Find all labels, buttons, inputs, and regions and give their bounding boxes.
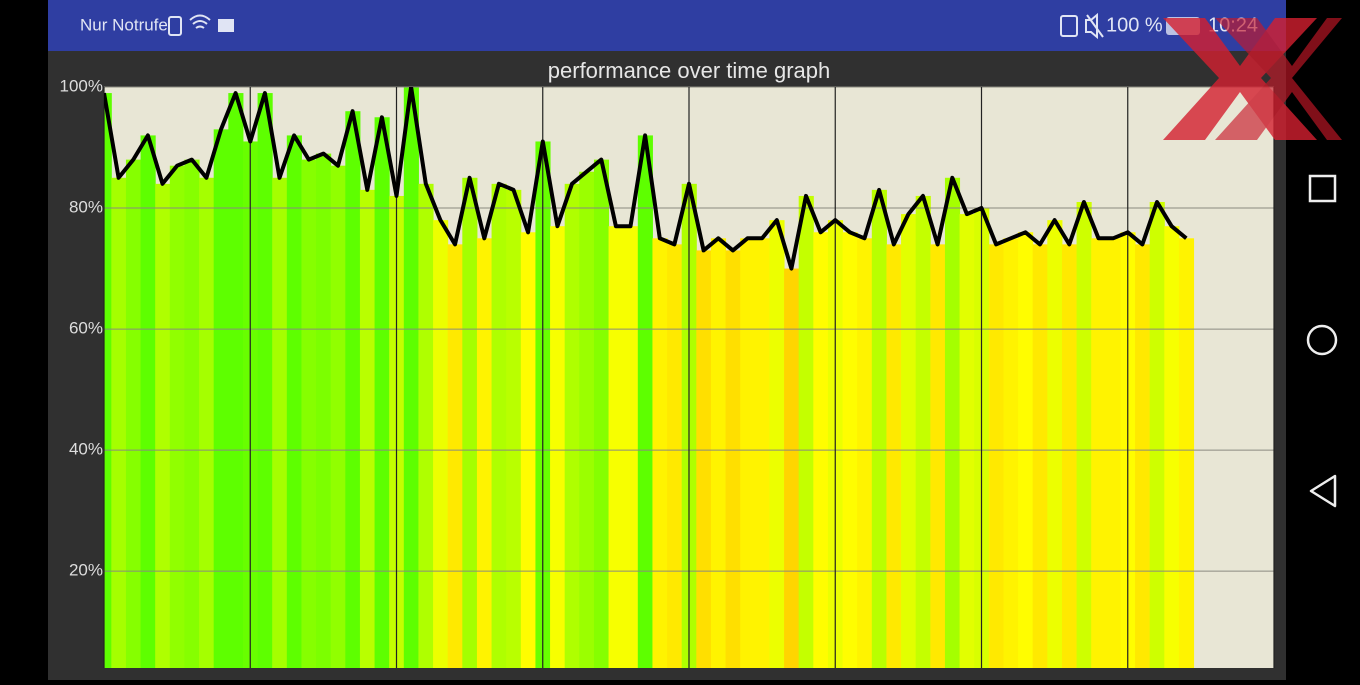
bar [623, 226, 639, 668]
bar [784, 268, 800, 668]
bar [1149, 201, 1165, 668]
bar [330, 165, 346, 668]
bar [710, 238, 727, 668]
bar [169, 165, 185, 668]
bar [359, 189, 376, 668]
bar [140, 135, 156, 668]
bar [564, 183, 580, 668]
bar [199, 177, 215, 668]
bar [1105, 238, 1121, 668]
bar [871, 189, 887, 668]
performance-line [104, 87, 1188, 271]
bar [944, 177, 961, 668]
bar [1032, 244, 1048, 668]
bar [506, 189, 522, 668]
bar [111, 177, 127, 668]
bar [857, 238, 873, 668]
bar [886, 244, 902, 668]
bar [184, 159, 200, 668]
status-text: Nur Notrufe [80, 15, 168, 34]
bar [301, 159, 317, 668]
bar [930, 244, 946, 668]
plot: 20% 40% 60% 80% 100% [60, 76, 1275, 668]
bar [1091, 238, 1107, 668]
wifi-icon [189, 14, 211, 29]
bar [637, 135, 653, 668]
bar [155, 183, 171, 668]
bar [403, 87, 419, 668]
bar [608, 226, 624, 668]
battery-text: 100 % [1106, 14, 1163, 36]
bar [959, 214, 975, 668]
bar [1135, 244, 1151, 668]
bar [491, 183, 507, 668]
nfc-icon [1060, 15, 1078, 37]
y-tick-label: 40% [69, 440, 103, 459]
bar [798, 195, 814, 668]
bar [1076, 201, 1092, 668]
bar [257, 93, 273, 668]
bar [345, 111, 361, 668]
bar [213, 129, 229, 668]
bar [374, 117, 390, 668]
bar [1047, 220, 1063, 668]
bar [593, 159, 610, 668]
watermark [1163, 18, 1342, 140]
home-button[interactable] [1306, 324, 1338, 356]
watermark-x [1215, 18, 1342, 140]
bar [228, 93, 244, 668]
bar [447, 244, 463, 668]
bar [433, 220, 449, 668]
bar [579, 171, 595, 668]
status-bar [48, 0, 1286, 51]
bar [988, 244, 1004, 668]
bars [104, 87, 1195, 668]
sim-icon [168, 16, 182, 36]
bar [1178, 238, 1195, 668]
bar [286, 135, 302, 668]
bar [667, 244, 683, 668]
mute-icon [1085, 12, 1104, 40]
bar [696, 250, 712, 668]
bar [725, 250, 741, 668]
back-button[interactable] [1309, 474, 1337, 508]
bar [550, 226, 566, 668]
bar [1061, 244, 1078, 668]
y-tick-label: 60% [69, 319, 103, 338]
mail-icon [218, 19, 234, 32]
chart-title: performance over time graph [548, 58, 830, 83]
recents-button[interactable] [1308, 174, 1337, 203]
bar [462, 177, 478, 668]
bar [901, 214, 917, 668]
bar [104, 93, 112, 668]
bar [740, 238, 756, 668]
y-tick-label: 100% [60, 76, 103, 95]
bar [769, 220, 785, 668]
bar [754, 238, 770, 668]
bar [652, 238, 668, 668]
bar [418, 183, 434, 668]
bar [1003, 238, 1019, 668]
bar [125, 159, 142, 668]
bar [1164, 226, 1180, 668]
y-tick-label: 80% [69, 198, 103, 217]
bar [316, 153, 332, 668]
bar [915, 195, 931, 668]
y-tick-label: 20% [69, 561, 103, 580]
bar [272, 177, 288, 668]
bar [476, 238, 493, 668]
